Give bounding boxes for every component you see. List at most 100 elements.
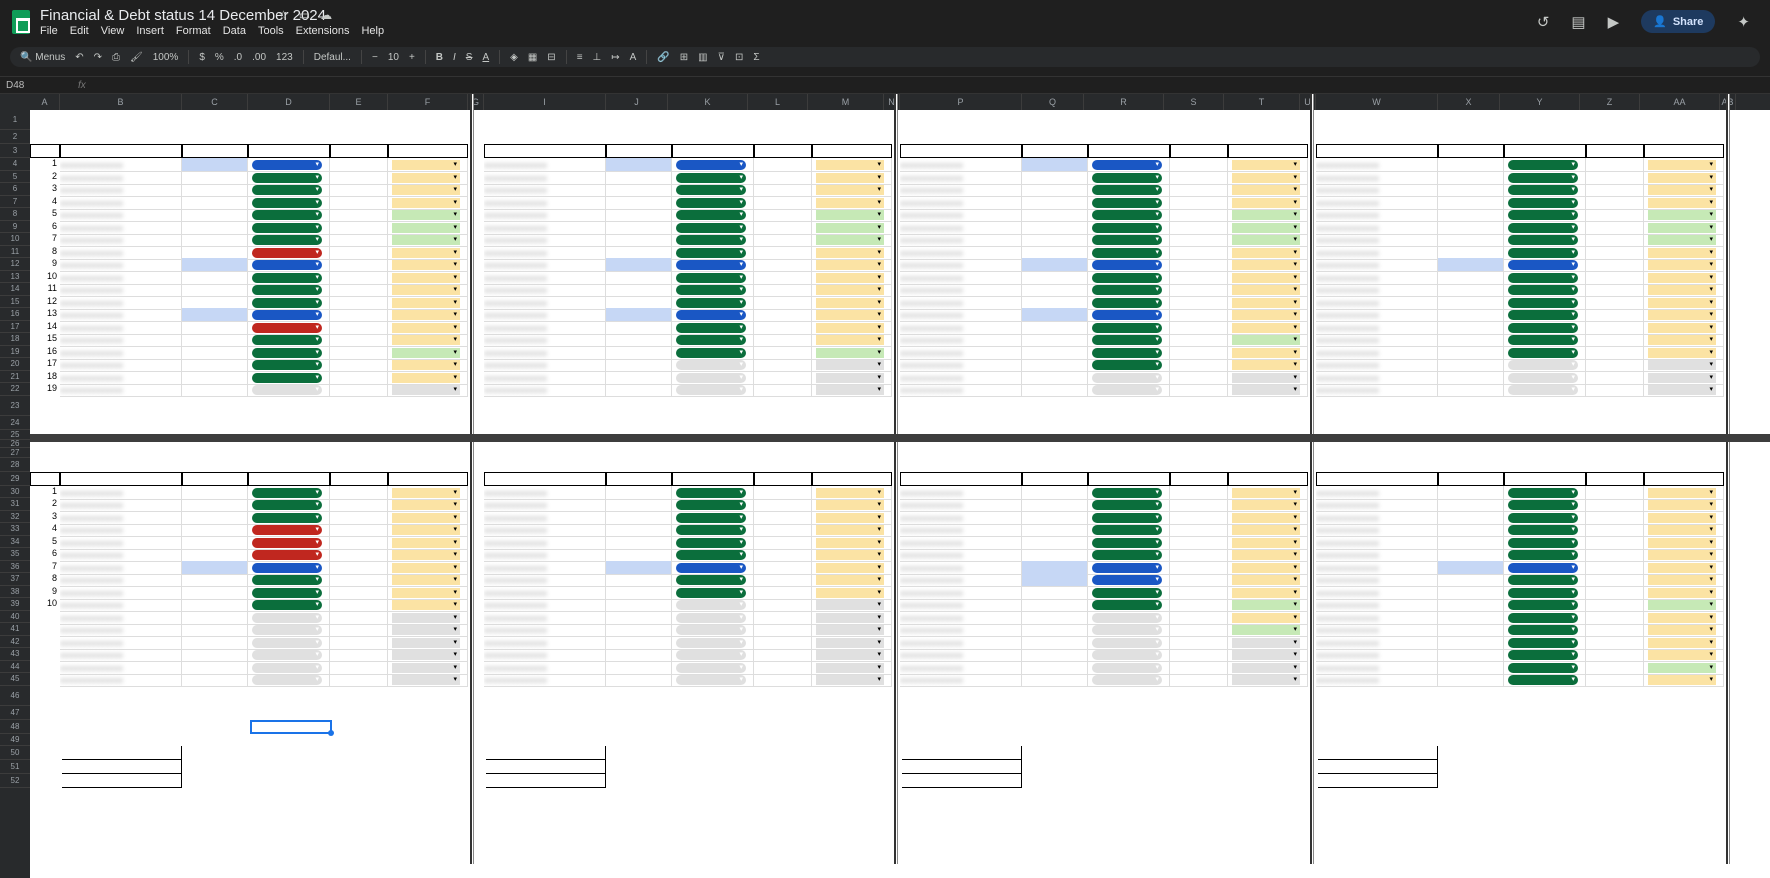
amount-cell[interactable] xyxy=(1438,320,1504,335)
status-dropdown[interactable] xyxy=(252,247,322,258)
payment-type-dropdown[interactable] xyxy=(816,310,884,320)
document-title[interactable]: Financial & Debt status 14 December 2024 xyxy=(40,7,326,24)
payment-type-dropdown[interactable] xyxy=(1648,310,1716,320)
amount-cell[interactable] xyxy=(1438,635,1504,650)
payment-type-dropdown[interactable] xyxy=(1232,650,1300,660)
amount-cell[interactable] xyxy=(182,183,248,197)
status-dropdown[interactable] xyxy=(1092,662,1162,673)
pay-for-cell[interactable]: xxxxxxxxxxxxxx xyxy=(900,535,1022,550)
pay-for-cell[interactable]: xxxxxxxxxxxxxx xyxy=(900,510,1022,525)
status-cell[interactable] xyxy=(248,258,330,272)
amount-cell[interactable] xyxy=(182,673,248,687)
amount-cell[interactable] xyxy=(1438,270,1504,285)
status-cell[interactable] xyxy=(1504,610,1586,625)
pay-for-cell[interactable]: xxxxxxxxxxxxxx xyxy=(60,383,182,397)
status-dropdown[interactable] xyxy=(252,285,322,295)
due-date-cell[interactable] xyxy=(754,648,812,662)
pay-for-cell[interactable]: xxxxxxxxxxxxxx xyxy=(484,345,606,360)
payment-type-dropdown[interactable] xyxy=(392,247,460,258)
payment-type-cell[interactable] xyxy=(1228,610,1308,625)
amount-cell[interactable] xyxy=(606,535,672,550)
pay-for-cell[interactable]: xxxxxxxxxxxxxx xyxy=(484,648,606,662)
status-cell[interactable] xyxy=(672,233,754,247)
status-cell[interactable] xyxy=(1088,623,1170,637)
due-date-cell[interactable] xyxy=(330,283,388,297)
status-cell[interactable] xyxy=(248,220,330,235)
pay-for-cell[interactable]: xxxxxxxxxxxxxx xyxy=(1316,208,1438,222)
payment-type-cell[interactable] xyxy=(1228,245,1308,260)
payment-type-dropdown[interactable] xyxy=(1648,525,1716,535)
selected-cell-d48[interactable] xyxy=(250,719,334,736)
payment-type-dropdown[interactable] xyxy=(392,272,460,283)
due-date-cell[interactable] xyxy=(754,573,812,587)
due-date-cell[interactable] xyxy=(1170,270,1228,285)
row-header-4[interactable]: 4 xyxy=(0,158,30,171)
status-cell[interactable] xyxy=(1504,233,1586,247)
status-dropdown[interactable] xyxy=(1092,285,1162,295)
status-cell[interactable] xyxy=(248,183,330,197)
status-dropdown[interactable] xyxy=(1508,625,1578,635)
row-header-33[interactable]: 33 xyxy=(0,523,30,536)
payment-type-dropdown[interactable] xyxy=(816,160,884,170)
pay-for-cell[interactable]: xxxxxxxxxxxxxx xyxy=(1316,195,1438,210)
status-cell[interactable] xyxy=(1088,383,1170,397)
due-date-cell[interactable] xyxy=(1170,673,1228,687)
due-date-cell[interactable] xyxy=(754,535,812,550)
status-cell[interactable] xyxy=(248,383,330,397)
pay-for-cell[interactable]: xxxxxxxxxxxxxx xyxy=(484,320,606,335)
status-cell[interactable] xyxy=(1504,370,1586,385)
payment-type-cell[interactable] xyxy=(388,623,468,637)
due-date-cell[interactable] xyxy=(754,308,812,322)
column-header-X[interactable]: X xyxy=(1438,94,1500,110)
pay-for-cell[interactable]: xxxxxxxxxxxxxx xyxy=(900,523,1022,537)
pay-for-cell[interactable]: xxxxxxxxxxxxxx xyxy=(900,345,1022,360)
menu-view[interactable]: View xyxy=(100,25,125,37)
payment-type-cell[interactable] xyxy=(812,523,892,537)
due-date-cell[interactable] xyxy=(754,233,812,247)
column-header-E[interactable]: E xyxy=(330,94,388,110)
pay-for-cell[interactable]: xxxxxxxxxxxxxx xyxy=(1316,308,1438,322)
payment-type-dropdown[interactable] xyxy=(816,385,884,395)
row-header-14[interactable]: 14 xyxy=(0,283,30,296)
pay-for-cell[interactable]: xxxxxxxxxxxxxx xyxy=(1316,220,1438,235)
payment-type-cell[interactable] xyxy=(1644,485,1724,500)
payment-type-dropdown[interactable] xyxy=(1232,637,1300,648)
status-cell[interactable] xyxy=(672,535,754,550)
status-cell[interactable] xyxy=(672,345,754,360)
payment-type-dropdown[interactable] xyxy=(816,335,884,345)
payment-type-dropdown[interactable] xyxy=(392,335,460,345)
due-date-cell[interactable] xyxy=(1170,233,1228,247)
status-cell[interactable] xyxy=(248,308,330,322)
status-cell[interactable] xyxy=(672,660,754,675)
increase-decimal-button[interactable]: .00 xyxy=(252,51,267,63)
status-dropdown[interactable] xyxy=(1508,197,1578,208)
status-cell[interactable] xyxy=(1504,573,1586,587)
status-dropdown[interactable] xyxy=(252,310,322,320)
status-cell[interactable] xyxy=(1088,673,1170,687)
row-header-31[interactable]: 31 xyxy=(0,498,30,511)
pay-for-cell[interactable]: xxxxxxxxxxxxxx xyxy=(900,308,1022,322)
status-dropdown[interactable] xyxy=(676,285,746,295)
amount-cell[interactable] xyxy=(182,598,248,612)
amount-cell[interactable] xyxy=(182,573,248,587)
payment-type-cell[interactable] xyxy=(1228,345,1308,360)
column-header-Y[interactable]: Y xyxy=(1500,94,1580,110)
pay-for-cell[interactable]: xxxxxxxxxxxxxx xyxy=(60,195,182,210)
due-date-cell[interactable] xyxy=(1586,183,1644,197)
zoom-select[interactable]: 100% xyxy=(152,51,179,63)
payment-type-cell[interactable] xyxy=(388,358,468,372)
status-cell[interactable] xyxy=(1504,548,1586,562)
payment-type-cell[interactable] xyxy=(388,485,468,500)
pay-for-cell[interactable]: xxxxxxxxxxxxxx xyxy=(900,183,1022,197)
due-date-cell[interactable] xyxy=(754,548,812,562)
pay-for-cell[interactable]: xxxxxxxxxxxxxx xyxy=(484,535,606,550)
due-date-cell[interactable] xyxy=(1170,333,1228,347)
payment-type-dropdown[interactable] xyxy=(392,347,460,358)
pay-for-cell[interactable]: xxxxxxxxxxxxxx xyxy=(484,523,606,537)
payment-type-dropdown[interactable] xyxy=(816,372,884,383)
payment-type-dropdown[interactable] xyxy=(392,197,460,208)
search-menus[interactable]: 🔍 Menus xyxy=(20,51,66,63)
payment-type-dropdown[interactable] xyxy=(1648,247,1716,258)
cloud-status-icon[interactable]: ☁ xyxy=(320,8,333,22)
row-header-19[interactable]: 19 xyxy=(0,346,30,358)
